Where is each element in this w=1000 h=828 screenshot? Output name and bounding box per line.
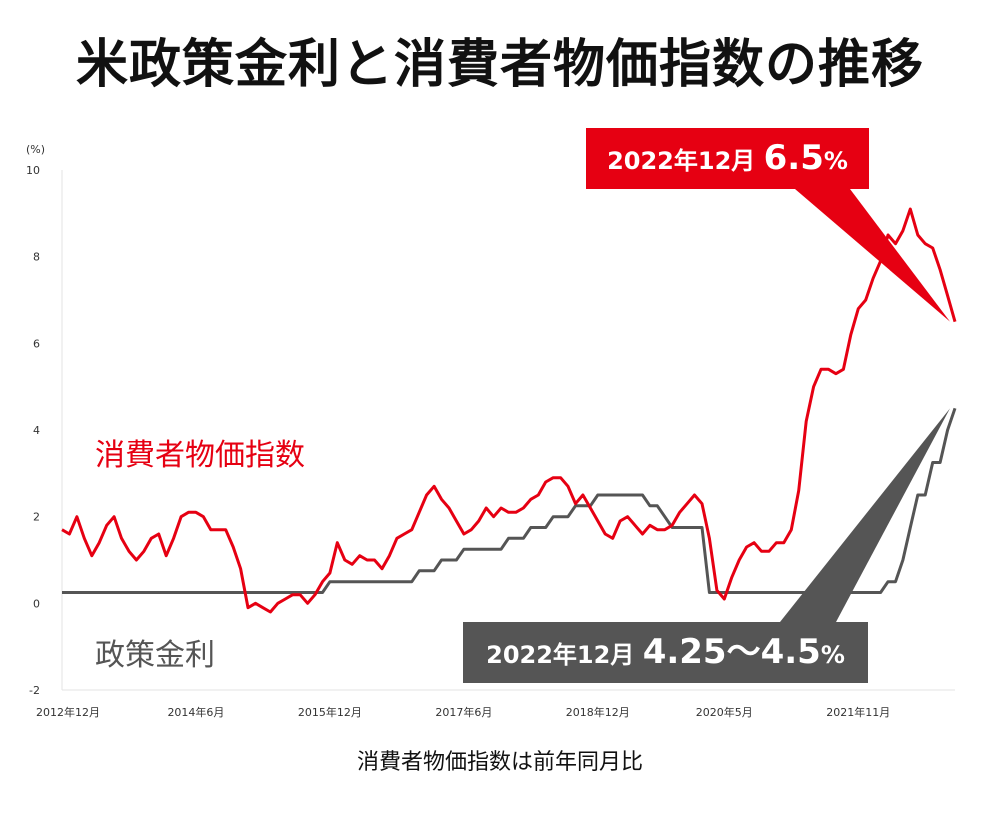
x-tick-label: 2017年6月 — [435, 705, 492, 719]
y-axis-unit: (%) — [26, 143, 45, 156]
y-tick-label: 0 — [33, 597, 40, 610]
callout-pointer — [780, 408, 950, 622]
x-tick-label: 2015年12月 — [298, 705, 362, 719]
callout-box — [463, 622, 868, 683]
chart-caption: 消費者物価指数は前年同月比 — [356, 750, 643, 775]
y-tick-label: 4 — [33, 424, 40, 437]
axes: (%) — [26, 143, 955, 691]
series-label-policy-rate: 政策金利 — [95, 638, 215, 673]
callout-unit: % — [824, 147, 848, 175]
y-tick-label: 2 — [33, 511, 40, 524]
x-tick-label: 2020年5月 — [696, 705, 753, 719]
series-label-cpi: 消費者物価指数 — [95, 438, 305, 473]
series-line-policy-rate — [62, 407, 957, 594]
callout-policy-rate: 2022年12月 4.25〜4.5% — [463, 408, 950, 683]
callouts: 2022年12月 6.5%2022年12月 4.25〜4.5% — [463, 128, 950, 683]
x-tick-labels: 2012年12月 2014年6月 2015年12月 2017年6月 2018年12月 20… — [36, 705, 890, 719]
callout-text: 2022年12月 4.25〜4.5% — [486, 632, 845, 672]
callout-value: 6.5 — [764, 138, 824, 178]
y-tick-labels: 10 8 6 4 2 0 -2 — [26, 164, 40, 697]
callout-text: 2022年12月 6.5% — [607, 138, 848, 178]
callout-pointer — [795, 189, 950, 322]
callout-box — [586, 128, 869, 189]
callout-date: 2022年12月 — [486, 641, 643, 669]
y-tick-label: -2 — [29, 684, 40, 697]
x-tick-label: 2018年12月 — [566, 705, 630, 719]
x-tick-label: 2012年12月 — [36, 705, 100, 719]
series-line-cpi — [61, 207, 957, 614]
callout-value: 4.25〜4.5 — [643, 632, 821, 672]
callout-cpi: 2022年12月 6.5% — [586, 128, 950, 322]
callout-date: 2022年12月 — [607, 147, 764, 175]
callout-unit: % — [821, 641, 845, 669]
x-tick-label: 2021年11月 — [826, 705, 890, 719]
y-tick-label: 10 — [26, 164, 40, 177]
series-lines — [61, 207, 957, 614]
y-tick-label: 8 — [33, 251, 40, 264]
chart-title: 米政策金利と消費者物価指数の推移 — [75, 35, 924, 95]
y-tick-label: 6 — [33, 337, 40, 350]
x-tick-label: 2014年6月 — [167, 705, 224, 719]
